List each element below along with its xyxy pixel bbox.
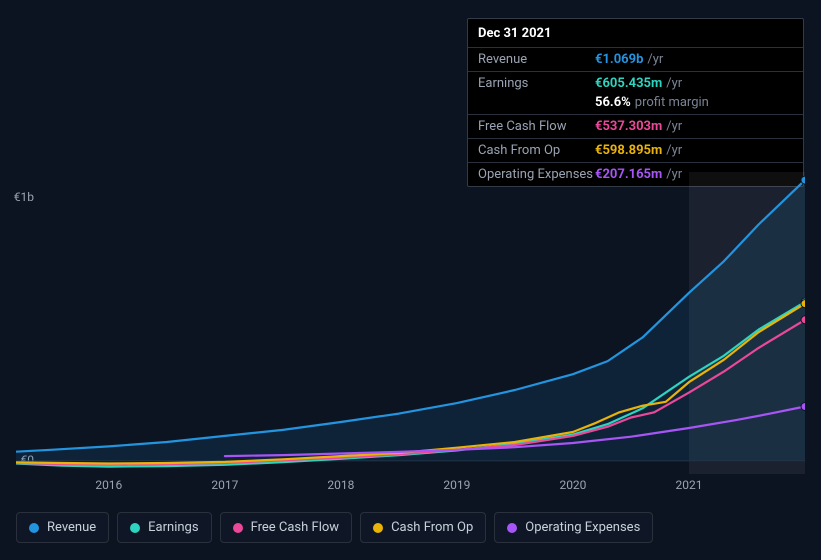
tooltip-row-suffix: /yr bbox=[666, 119, 682, 134]
series-endpoint-free_cash_flow bbox=[801, 316, 805, 324]
tooltip-row-suffix: /yr bbox=[666, 143, 682, 158]
x-tick-label: 2019 bbox=[443, 478, 470, 492]
tooltip-row-value: €1.069b bbox=[595, 52, 643, 67]
tooltip-row-value: €537.303m bbox=[595, 119, 662, 134]
series-endpoint-operating_expenses bbox=[801, 403, 805, 411]
x-tick-label: 2021 bbox=[675, 478, 702, 492]
legend-item-operating_expenses[interactable]: Operating Expenses bbox=[494, 512, 653, 543]
legend-swatch-icon bbox=[373, 523, 383, 533]
legend: Revenue Earnings Free Cash Flow Cash From O… bbox=[16, 512, 653, 543]
legend-item-revenue[interactable]: Revenue bbox=[16, 512, 109, 543]
tooltip-row-suffix: /yr bbox=[666, 76, 682, 91]
series-endpoint-cash_from_op bbox=[801, 300, 805, 308]
tooltip-title: Dec 31 2021 bbox=[468, 19, 803, 47]
tooltip-row-value: €605.435m bbox=[595, 76, 662, 91]
tooltip-row-label: Revenue bbox=[478, 52, 595, 67]
x-tick-label: 2020 bbox=[559, 478, 586, 492]
legend-item-label: Revenue bbox=[47, 520, 96, 535]
legend-item-free_cash_flow[interactable]: Free Cash Flow bbox=[220, 512, 352, 543]
legend-item-cash_from_op[interactable]: Cash From Op bbox=[360, 512, 486, 543]
legend-item-earnings[interactable]: Earnings bbox=[117, 512, 211, 543]
legend-swatch-icon bbox=[130, 523, 140, 533]
tooltip-row-label: Earnings bbox=[478, 76, 595, 91]
tooltip-row-value: €598.895m bbox=[595, 143, 662, 158]
tooltip-row: Cash From Op€598.895m/yr bbox=[468, 138, 803, 162]
legend-swatch-icon bbox=[29, 523, 39, 533]
x-tick-label: 2016 bbox=[95, 478, 122, 492]
tooltip-row: 56.6% profit margin bbox=[468, 95, 803, 114]
tooltip-row-suffix: profit margin bbox=[635, 95, 709, 110]
series-area-revenue bbox=[16, 180, 805, 461]
tooltip-row-suffix: /yr bbox=[647, 52, 663, 67]
tooltip-row: Earnings€605.435m/yr bbox=[468, 71, 803, 95]
x-tick-label: 2017 bbox=[211, 478, 238, 492]
legend-item-label: Earnings bbox=[148, 520, 198, 535]
tooltip-row-value: 56.6% bbox=[595, 95, 631, 110]
x-tick-label: 2018 bbox=[327, 478, 354, 492]
legend-swatch-icon bbox=[233, 523, 243, 533]
tooltip-row-label: Cash From Op bbox=[478, 143, 595, 158]
legend-item-label: Operating Expenses bbox=[525, 520, 640, 535]
x-axis: 2016 2017 2018 2019 2020 2021 bbox=[16, 478, 805, 496]
legend-item-label: Cash From Op bbox=[391, 520, 473, 535]
tooltip-row-label: Free Cash Flow bbox=[478, 119, 595, 134]
tooltip-row: Revenue€1.069b/yr bbox=[468, 47, 803, 71]
legend-swatch-icon bbox=[507, 523, 517, 533]
hover-tooltip: Dec 31 2021 Revenue€1.069b/yrEarnings€60… bbox=[467, 18, 804, 187]
tooltip-row: Free Cash Flow€537.303m/yr bbox=[468, 114, 803, 138]
line-chart bbox=[16, 172, 805, 474]
series-endpoint-revenue bbox=[801, 176, 805, 184]
legend-item-label: Free Cash Flow bbox=[251, 520, 339, 535]
